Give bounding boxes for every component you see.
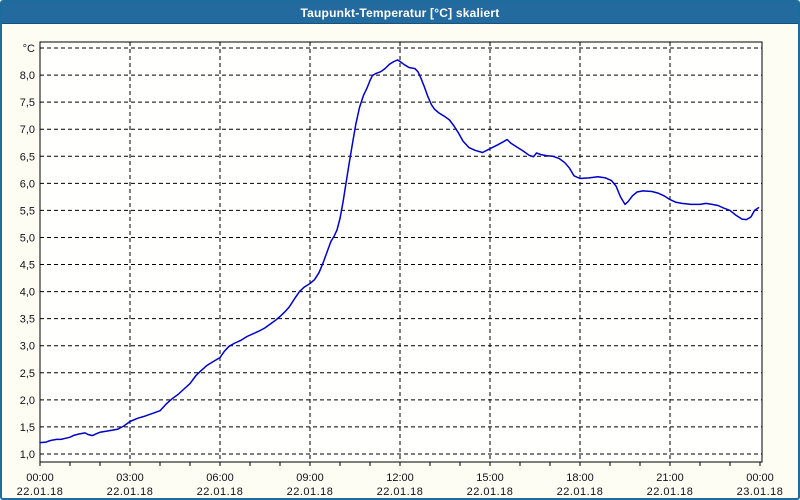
- y-tick-label: 1,0: [20, 449, 35, 461]
- x-tick-date-label: 22.01.18: [17, 486, 64, 498]
- x-tick-time-label: 21:00: [656, 472, 684, 484]
- x-tick-date-label: 22.01.18: [197, 486, 244, 498]
- x-tick-time-label: 00:00: [746, 472, 774, 484]
- line-chart: 8,0 7,5 7,0 6,5 6,0 5,5 5,0 4,5 4,0 3,5 3,0 2,5 2,0 1…: [17, 41, 784, 498]
- y-tick-label: 4,5: [20, 260, 35, 272]
- x-tick-time-label: 12:00: [386, 472, 414, 484]
- title-bar: Taupunkt-Temperatur [°C] skaliert: [2, 2, 798, 24]
- x-tick-time-label: 06:00: [206, 472, 234, 484]
- y-tick-label: 8,0: [20, 70, 35, 82]
- y-tick-label: 6,5: [20, 151, 35, 163]
- chart-title: Taupunkt-Temperatur [°C] skaliert: [300, 5, 500, 20]
- y-axis-unit-label: °C: [23, 43, 35, 55]
- y-tick-label: 5,0: [20, 232, 35, 244]
- x-tick-date-label: 22.01.18: [647, 486, 694, 498]
- x-tick-date-label: 22.01.18: [467, 486, 514, 498]
- y-tick-label: 7,0: [20, 124, 35, 136]
- chart-area: 8,0 7,5 7,0 6,5 6,0 5,5 5,0 4,5 4,0 3,5 3,0 2,5 2,0 1…: [2, 24, 798, 498]
- y-tick-label: 2,5: [20, 368, 35, 380]
- temperature-line: [39, 59, 760, 444]
- x-tick-time-label: 18:00: [566, 472, 594, 484]
- x-tick-date-label: 22.01.18: [107, 486, 154, 498]
- y-tick-label: 4,0: [20, 287, 35, 299]
- y-tick-label: 3,5: [20, 314, 35, 326]
- y-tick-label: 3,0: [20, 341, 35, 353]
- x-tick-time-label: 00:00: [26, 472, 54, 484]
- y-tick-label: 7,5: [20, 97, 35, 109]
- y-tick-label: 6,0: [20, 178, 35, 190]
- x-tick-time-label: 15:00: [476, 472, 504, 484]
- x-tick-time-label: 09:00: [296, 472, 324, 484]
- y-tick-label: 5,5: [20, 205, 35, 217]
- x-tick-time-label: 03:00: [116, 472, 144, 484]
- plot-frame: [39, 41, 763, 463]
- plot-background: [40, 42, 762, 462]
- y-tick-label: 2,0: [20, 395, 35, 407]
- x-tick-date-label: 22.01.18: [287, 486, 334, 498]
- y-tick-label: 1,5: [20, 422, 35, 434]
- x-tick-date-label: 22.01.18: [557, 486, 604, 498]
- x-tick-date-label: 23.01.18: [737, 486, 784, 498]
- x-tick-date-label: 22.01.18: [377, 486, 424, 498]
